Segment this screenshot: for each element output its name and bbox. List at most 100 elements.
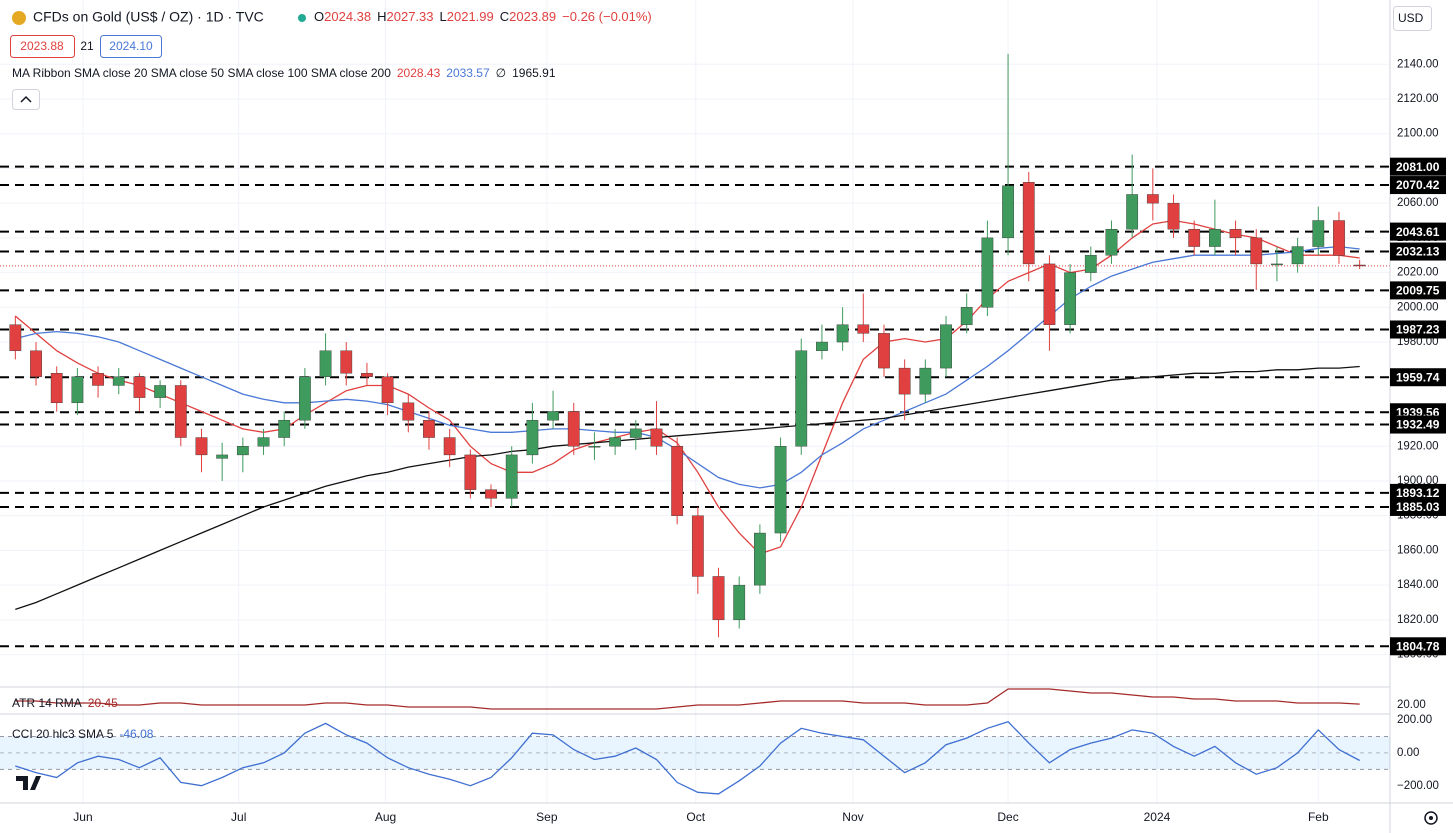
candle-body — [1146, 194, 1159, 204]
candle-body — [1353, 264, 1366, 267]
cci-tick-label: 0.00 — [1397, 747, 1419, 759]
candle-body — [1291, 246, 1304, 265]
ohlc-value: 2024.38 — [324, 9, 371, 24]
y-tick-label: 1920.00 — [1397, 440, 1439, 452]
x-tick-label: Dec — [997, 810, 1018, 824]
candle-body — [361, 373, 373, 377]
spread: 21 — [80, 39, 94, 53]
bid: 2023.88 — [20, 39, 64, 53]
ohlc: O2024.38 H2027.33 L2021.99 C2023.89 −0.26 (−… — [314, 9, 652, 24]
level-box — [1390, 637, 1446, 656]
ohlc-label: L — [440, 9, 447, 24]
level-label: 2081.00 — [1396, 160, 1440, 174]
y-tick-label: 2060.00 — [1397, 197, 1439, 209]
ma-lines — [14, 219, 1360, 611]
ohlc-value: 2023.89 — [509, 9, 556, 24]
level-label: 2070.42 — [1396, 178, 1440, 192]
cci-tick-label: −200.00 — [1397, 780, 1439, 792]
ohlc-label: O — [314, 9, 324, 24]
ohlc-value: 2021.99 — [447, 9, 494, 24]
candle-body — [1002, 185, 1014, 239]
candle-body — [236, 446, 249, 456]
candle-body — [1167, 202, 1180, 230]
ma-label: MA Ribbon SMA close 20 SMA close 50 SMA … — [12, 66, 391, 80]
level-box — [1390, 483, 1446, 502]
candle-body — [795, 350, 808, 447]
ma-line — [14, 219, 1360, 555]
atr-label: ATR 14 RMA — [12, 696, 82, 710]
candle-body — [753, 532, 766, 586]
y-tick-label: 2020.00 — [1397, 267, 1439, 279]
candle-body — [588, 446, 601, 448]
cci-legend: CCI 20 hlc3 SMA 5 -46.08 — [12, 727, 154, 741]
y-tick-label: 2000.00 — [1397, 301, 1439, 313]
cci-tick-label: 200.00 — [1397, 714, 1432, 726]
y-tick-label: 2100.00 — [1397, 128, 1439, 140]
level-box — [1390, 222, 1446, 241]
candle-body — [505, 454, 518, 499]
levels — [0, 165, 1390, 648]
candle-body — [878, 333, 890, 369]
candle-body — [691, 515, 704, 577]
candle-body — [1043, 263, 1056, 325]
cci-label: CCI 20 hlc3 SMA 5 — [12, 727, 114, 741]
x-tick-label: Feb — [1308, 810, 1329, 824]
ma-legend: MA Ribbon SMA close 20 SMA close 50 SMA … — [12, 66, 556, 80]
ohlc-label: H — [377, 9, 386, 24]
candle-body — [650, 428, 663, 447]
ohlc-value: 2027.33 — [387, 9, 434, 24]
level-label: 1987.23 — [1396, 323, 1440, 337]
chart-title[interactable]: CFDs on Gold (US$ / OZ) · 1D · TVC — [33, 9, 264, 25]
ask: 2024.10 — [109, 39, 153, 53]
candle-body — [112, 376, 125, 386]
change: −0.26 (−0.01%) — [562, 9, 652, 24]
level-label: 2032.13 — [1396, 245, 1440, 259]
candle-body — [1312, 220, 1325, 247]
settings-icon — [1429, 816, 1433, 820]
collapse-icon — [20, 95, 32, 103]
ask-box[interactable] — [100, 35, 162, 58]
ohlc-label: C — [500, 9, 509, 24]
y-tick-label: 1820.00 — [1397, 614, 1439, 626]
ma-missing: ∅ — [496, 66, 506, 80]
level-box — [1390, 415, 1446, 434]
tv-logo[interactable] — [16, 776, 41, 790]
cci-value: -46.08 — [119, 727, 153, 741]
indicators — [0, 688, 1390, 795]
collapse-button[interactable] — [12, 89, 40, 110]
candle-body — [71, 376, 84, 404]
candle-body — [9, 324, 22, 351]
x-tick-label: Jul — [231, 810, 246, 824]
bid-box[interactable] — [10, 35, 75, 58]
ma-value: 2028.43 — [397, 66, 441, 80]
y-tick-label: 2140.00 — [1397, 58, 1439, 70]
y-tick-label: 2120.00 — [1397, 93, 1439, 105]
ma-line — [15, 365, 1360, 611]
market-status — [298, 14, 306, 22]
candle-body — [1208, 228, 1221, 247]
x-tick-label: Jun — [73, 810, 92, 824]
level-label: 1959.74 — [1396, 370, 1440, 384]
x-tick-label: Sep — [536, 810, 558, 824]
currency-button[interactable] — [1393, 6, 1432, 31]
candle-body — [174, 385, 187, 438]
candle-body — [216, 454, 229, 459]
x-tick-label: 2024 — [1144, 810, 1171, 824]
candle-body — [960, 307, 973, 325]
x-tick-label: Aug — [375, 810, 396, 824]
candle-body — [92, 373, 104, 386]
candle-body — [547, 411, 559, 421]
candle-body — [1250, 237, 1263, 265]
settings-button[interactable] — [1424, 811, 1438, 825]
candle-body — [816, 341, 828, 351]
y-tick-label: 1860.00 — [1397, 544, 1439, 556]
x-tick-label: Oct — [686, 810, 705, 824]
atr-legend: ATR 14 RMA 20.45 — [12, 696, 118, 710]
level-box — [1390, 497, 1446, 516]
candle-body — [340, 350, 353, 374]
cci-line — [15, 720, 1361, 795]
cci-band — [0, 736, 1390, 770]
candles — [9, 53, 1366, 638]
candle-body — [464, 454, 477, 490]
